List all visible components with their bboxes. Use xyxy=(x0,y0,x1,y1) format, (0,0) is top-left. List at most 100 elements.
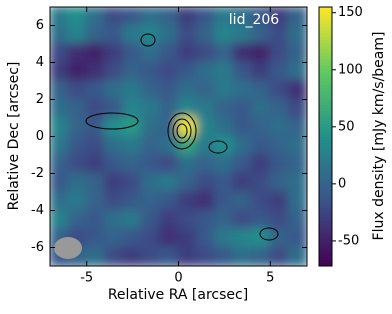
pixel xyxy=(140,228,162,249)
pixel xyxy=(287,209,307,230)
colorbar-step xyxy=(319,49,332,53)
pixel xyxy=(67,80,88,101)
colorbar-step xyxy=(319,204,332,209)
pixel xyxy=(177,246,198,266)
y-tick-label: 0 xyxy=(36,129,44,144)
colorbar-step xyxy=(319,133,332,137)
pixel xyxy=(214,228,235,249)
pixel xyxy=(195,80,217,101)
colorbar-step xyxy=(319,172,332,176)
pixel xyxy=(195,154,217,175)
pixel xyxy=(195,61,217,82)
pixel xyxy=(50,98,70,119)
colorbar-step xyxy=(319,152,332,157)
pixel xyxy=(214,246,235,266)
pixel xyxy=(214,98,235,119)
pixel xyxy=(250,135,272,156)
pixel xyxy=(50,209,70,230)
pixel xyxy=(104,117,125,138)
pixel xyxy=(177,7,198,27)
pixel xyxy=(104,172,125,193)
pixel xyxy=(67,7,88,27)
colorbar-step xyxy=(319,259,332,264)
colorbar-tick-label: 100 xyxy=(338,62,363,77)
colorbar-step xyxy=(319,110,332,115)
pixel xyxy=(85,191,107,212)
colorbar-step xyxy=(319,42,332,47)
pixel xyxy=(177,228,198,249)
colorbar-step xyxy=(319,78,332,82)
pixel xyxy=(287,24,307,45)
pixel xyxy=(287,7,307,27)
x-tick-label: -5 xyxy=(80,271,93,286)
pixel xyxy=(232,209,253,230)
pixel xyxy=(250,172,272,193)
pixel xyxy=(140,117,162,138)
pixel xyxy=(232,7,253,27)
pixel xyxy=(269,228,290,249)
colorbar-step xyxy=(319,262,332,267)
colorbar-step xyxy=(319,68,332,73)
pixel xyxy=(85,98,107,119)
colorbar-step xyxy=(319,91,332,95)
pixel xyxy=(250,80,272,101)
pixel xyxy=(50,154,70,175)
pixel xyxy=(140,98,162,119)
pixel xyxy=(232,98,253,119)
pixel xyxy=(214,61,235,82)
pixel xyxy=(159,228,180,249)
colorbar-step xyxy=(319,29,332,34)
pixel xyxy=(104,154,125,175)
pixel xyxy=(195,191,217,212)
colorbar-step xyxy=(319,104,332,108)
pixel xyxy=(214,209,235,230)
pixel xyxy=(195,24,217,45)
pixel xyxy=(214,80,235,101)
pixel xyxy=(177,80,198,101)
colorbar-step xyxy=(319,19,332,24)
colorbar-step xyxy=(319,94,332,99)
colorbar-step xyxy=(319,217,332,222)
pixel xyxy=(122,80,143,101)
pixel xyxy=(67,61,88,82)
pixel xyxy=(195,246,217,266)
pixel xyxy=(122,43,143,64)
pixel xyxy=(50,117,70,138)
colorbar xyxy=(319,7,332,267)
colorbar-step xyxy=(319,253,332,257)
colorbar-label: Flux density [mJy km/s/beam] xyxy=(371,32,387,241)
pixel xyxy=(159,61,180,82)
pixel xyxy=(67,135,88,156)
colorbar-step xyxy=(319,185,332,189)
pixel xyxy=(140,154,162,175)
pixel xyxy=(232,172,253,193)
pixel xyxy=(122,246,143,266)
pixel xyxy=(287,135,307,156)
pixel xyxy=(159,154,180,175)
y-tick-label: 2 xyxy=(36,92,44,107)
x-tick-label: 5 xyxy=(266,271,274,286)
pixel xyxy=(287,98,307,119)
pixel xyxy=(250,209,272,230)
colorbar-step xyxy=(319,45,332,50)
colorbar-step xyxy=(319,249,332,254)
pixel xyxy=(250,24,272,45)
colorbar-step xyxy=(319,168,332,173)
colorbar-step xyxy=(319,227,332,231)
pixel xyxy=(269,154,290,175)
colorbar-step xyxy=(319,194,332,199)
beam xyxy=(54,237,82,259)
pixel xyxy=(250,43,272,64)
colorbar-step xyxy=(319,10,332,14)
pixel xyxy=(250,7,272,27)
colorbar-step xyxy=(319,220,332,225)
pixel xyxy=(269,24,290,45)
colorbar-step xyxy=(319,178,332,183)
colorbar-step xyxy=(319,256,332,261)
colorbar-frame xyxy=(318,6,333,267)
contours xyxy=(85,33,279,241)
pixel xyxy=(104,228,125,249)
colorbar-step xyxy=(319,191,332,196)
pixel xyxy=(287,61,307,82)
